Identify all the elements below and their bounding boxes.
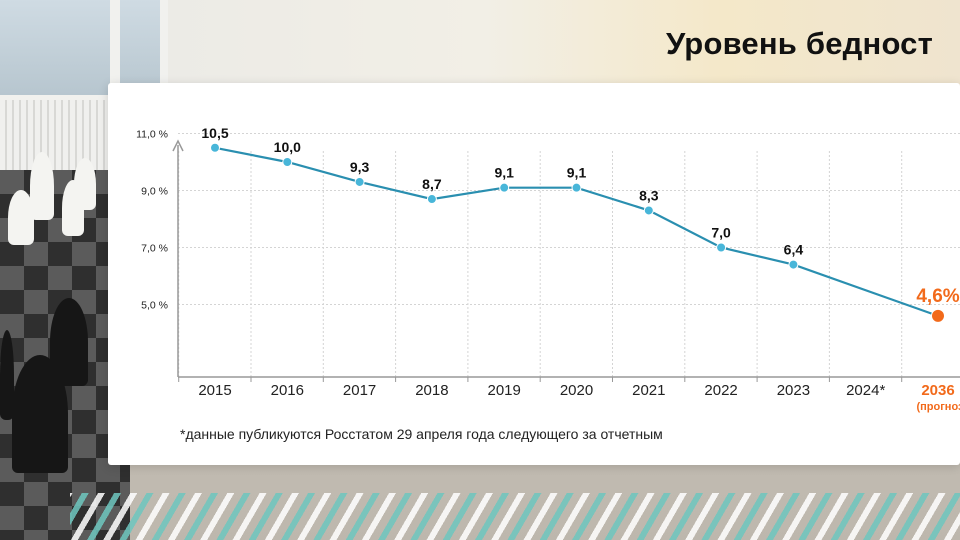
- footnote: *данные публикуются Росстатом 29 апреля …: [180, 426, 663, 442]
- data-label: 7,0: [711, 225, 731, 241]
- data-point: [571, 182, 582, 193]
- x-tick-label: 2020: [560, 382, 593, 399]
- forecast-value-label: 4,6%: [916, 286, 959, 307]
- forecast-sublabel: (прогноз: [916, 401, 960, 413]
- x-tick-label: 2015: [198, 382, 231, 399]
- data-point: [499, 182, 510, 193]
- background-wall: [168, 0, 960, 85]
- chess-piece-icon: [74, 158, 96, 210]
- x-tick-label: 2024*: [846, 382, 885, 399]
- x-tick-label: 2019: [488, 382, 521, 399]
- x-tick-label: 2017: [343, 382, 376, 399]
- series-line: [214, 146, 939, 317]
- poverty-line-chart: 11,0 % 9,0 % 7,0 % 5,0 % 2015 2016 2017 2018 201…: [136, 125, 960, 413]
- x-tick-label: 2018: [415, 382, 448, 399]
- y-axis-arrow: [172, 139, 184, 152]
- data-point: [210, 142, 220, 153]
- data-point: [788, 259, 799, 270]
- data-label: 8,7: [422, 176, 442, 192]
- x-tick-label: 2036: [921, 382, 954, 399]
- chess-piece-icon: [0, 330, 14, 420]
- data-label: 6,4: [784, 242, 804, 258]
- data-label: 10,0: [274, 139, 301, 155]
- data-point: [716, 242, 727, 253]
- data-label: 9,1: [567, 165, 587, 181]
- x-tick-label: 2023: [777, 382, 810, 399]
- chess-piece-icon: [30, 152, 54, 220]
- data-label: 8,3: [639, 187, 659, 203]
- y-tick-label: 7,0 %: [141, 243, 168, 255]
- data-point: [643, 205, 654, 216]
- data-label: 10,5: [201, 125, 228, 141]
- forecast-point: [931, 308, 945, 323]
- y-tick-label: 9,0 %: [141, 186, 168, 198]
- data-label: 9,3: [350, 159, 370, 175]
- chess-piece-icon: [12, 355, 68, 473]
- y-tick-label: 5,0 %: [141, 300, 168, 312]
- chess-piece-icon: [8, 190, 34, 245]
- x-tick-label: 2022: [704, 382, 737, 399]
- data-point: [354, 176, 365, 187]
- page-title: Уровень бедност: [666, 26, 933, 61]
- data-point: [426, 194, 437, 205]
- x-tick-label: 2016: [271, 382, 304, 399]
- data-label: 9,1: [494, 165, 514, 181]
- chart-card: 11,0 % 9,0 % 7,0 % 5,0 % 2015 2016 2017 2018 201…: [108, 83, 960, 465]
- data-point: [282, 157, 293, 167]
- x-tick-label: 2021: [632, 382, 665, 399]
- y-tick-label: 11,0 %: [136, 129, 168, 141]
- decorative-stripes: [70, 493, 960, 540]
